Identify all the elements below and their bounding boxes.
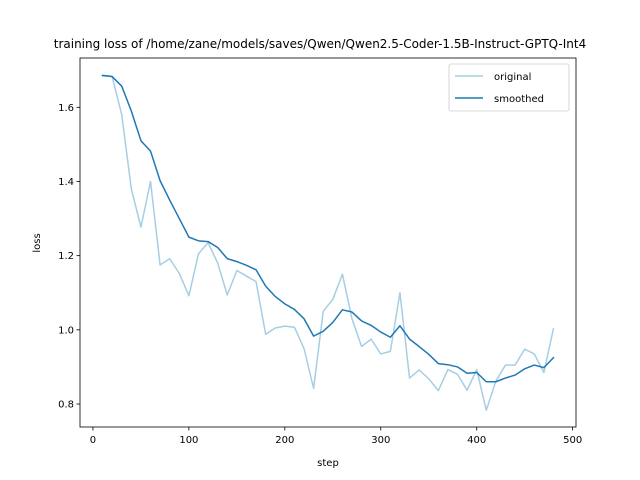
y-tick-label: 1.2 [58, 251, 74, 262]
x-tick-label: 200 [275, 435, 294, 446]
plot-area [80, 58, 576, 427]
x-tick-label: 100 [179, 435, 198, 446]
x-tick-label: 400 [467, 435, 486, 446]
y-tick-label: 1.6 [58, 103, 74, 114]
series-line-original [101, 74, 555, 412]
series-layer [101, 74, 555, 412]
chart-title: training loss of /home/zane/models/saves… [54, 37, 587, 51]
y-tick-label: 1.4 [58, 177, 74, 188]
y-tick-label: 1.0 [58, 325, 74, 336]
x-axis-label: step [317, 458, 339, 469]
plot-frame [79, 57, 577, 428]
x-axis: 0 100 200 300 400 500 [90, 427, 582, 446]
series-line-smoothed [101, 74, 555, 383]
legend-label-original: original [494, 72, 531, 83]
legend: original smoothed [448, 63, 570, 112]
y-axis-label: loss [32, 233, 43, 252]
legend-label-smoothed: smoothed [494, 94, 544, 105]
x-tick-label: 0 [90, 435, 96, 446]
y-tick-label: 0.8 [58, 400, 74, 411]
y-axis: 0.8 1.0 1.2 1.4 1.6 [58, 103, 80, 411]
x-tick-label: 300 [371, 435, 390, 446]
x-tick-label: 500 [563, 435, 582, 446]
